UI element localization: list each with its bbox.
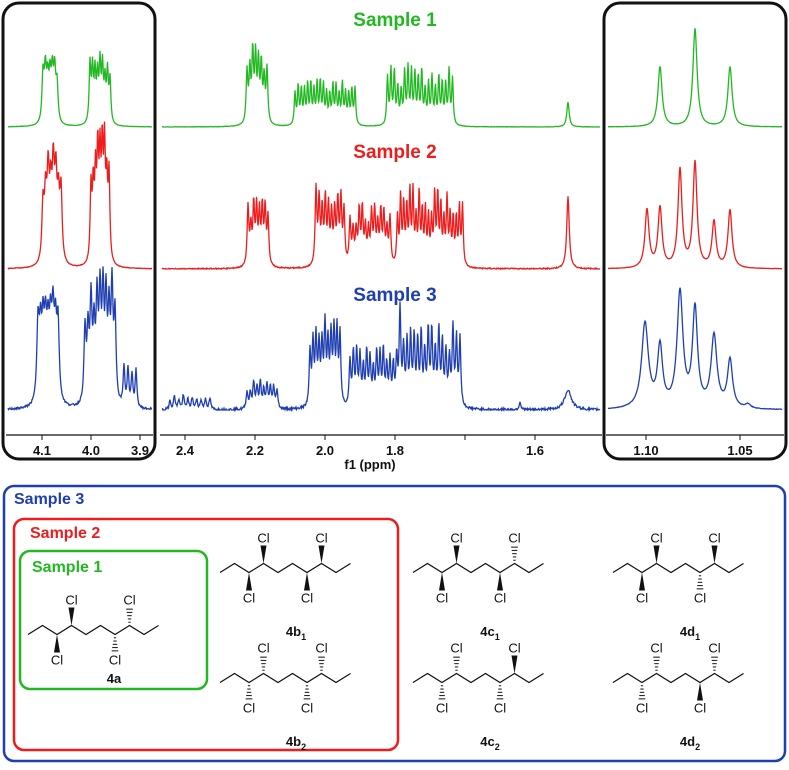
compound-label-4d1: 4d1: [680, 624, 700, 642]
spectrum-traces: [7, 28, 783, 413]
chlorine-label: Cl: [436, 591, 448, 606]
chlorine-label: Cl: [51, 653, 63, 668]
compound-label-4c2: 4c2: [480, 734, 499, 752]
sample-3-group-box: [2, 484, 787, 763]
compound-label-4a: 4a: [107, 671, 122, 686]
chlorine-label: Cl: [123, 593, 135, 608]
spectrum-trace-sample-2: [608, 159, 783, 270]
compound-label-4b2: 4b2: [286, 734, 306, 752]
chlorine-label: Cl: [257, 531, 269, 546]
carbon-skeleton: [612, 562, 744, 574]
chlorine-label: Cl: [494, 701, 506, 716]
carbon-skeleton: [412, 562, 544, 574]
axis-label: f1 (ppm): [344, 457, 395, 472]
chlorine-label: Cl: [436, 701, 448, 716]
sample-3-group-label: Sample 3: [14, 491, 84, 508]
wedge-bond: [68, 607, 75, 626]
sample-1-group-box: [18, 549, 209, 691]
spectrum-title-sample-2: Sample 2: [353, 142, 436, 163]
chlorine-label: Cl: [315, 641, 327, 656]
spectrum-trace-sample-2: [7, 121, 153, 270]
chlorine-label: Cl: [243, 701, 255, 716]
spectrum-trace-sample-1: [161, 43, 600, 128]
left-zoom-frame: [1, 1, 157, 461]
wedge-bond: [304, 572, 310, 591]
chlorine-label: Cl: [301, 591, 313, 606]
wedge-bond: [697, 682, 703, 701]
wedge-bond: [439, 572, 445, 591]
tick-label: 1.6: [526, 443, 544, 458]
carbon-skeleton: [219, 562, 351, 574]
chlorine-label: Cl: [450, 531, 462, 546]
wedge-bond: [260, 545, 267, 564]
tick-label: 3.9: [131, 443, 149, 458]
chlorine-label: Cl: [636, 701, 648, 716]
wedge-bond: [54, 634, 60, 653]
carbon-skeleton: [219, 672, 351, 684]
carbon-skeleton: [412, 672, 544, 684]
spectrum-title-sample-3: Sample 3: [353, 285, 436, 306]
molecule-structures: Cl Cl Cl Cl Cl Cl Cl Cl Cl Cl Cl Cl Cl Cl Cl Cl Cl Cl Cl Cl…: [27, 531, 744, 716]
right-tick-marks: [645, 435, 741, 440]
compound-label-4c1: 4c1: [480, 624, 499, 642]
chlorine-label: Cl: [257, 641, 269, 656]
spectrum-trace-sample-3: [161, 301, 601, 413]
middle-tick-marks: [184, 435, 536, 440]
chlorine-label: Cl: [508, 531, 520, 546]
spectra-panel: 4.1 4.0 3.9 2.4 2.2 2.0 1.8 1.6 1.10 1.0…: [1, 1, 788, 472]
spectrum-trace-sample-3: [7, 266, 153, 411]
chlorine-label: Cl: [694, 701, 706, 716]
spectrum-trace-sample-3: [607, 287, 783, 411]
tick-label: 2.2: [246, 443, 264, 458]
sample-2-group-box: [12, 517, 400, 752]
chlorine-label: Cl: [650, 531, 662, 546]
spectrum-trace-sample-1: [607, 28, 783, 128]
wedge-bond: [653, 545, 660, 564]
tick-label: 1.10: [633, 443, 658, 458]
wedge-bond: [511, 655, 518, 674]
spectrum-trace-sample-2: [161, 182, 601, 271]
tick-label: 1.8: [386, 443, 404, 458]
wedge-bond: [453, 545, 460, 564]
chlorine-label: Cl: [450, 641, 462, 656]
tick-label: 2.0: [316, 443, 334, 458]
wedge-bond: [639, 572, 645, 591]
wedge-bond: [246, 572, 252, 591]
chlorine-label: Cl: [301, 701, 313, 716]
sample-2-group-label: Sample 2: [30, 525, 100, 542]
chlorine-label: Cl: [243, 591, 255, 606]
chlorine-label: Cl: [636, 591, 648, 606]
wedge-bond: [497, 572, 503, 591]
carbon-skeleton: [27, 624, 159, 636]
sample-1-group-label: Sample 1: [32, 559, 102, 576]
tick-label: 4.1: [33, 443, 51, 458]
chlorine-label: Cl: [315, 531, 327, 546]
right-zoom-frame: [602, 1, 788, 461]
chlorine-label: Cl: [109, 653, 121, 668]
tick-label: 4.0: [82, 443, 100, 458]
spectrum-title-sample-1: Sample 1: [353, 10, 437, 31]
spectrum-trace-sample-1: [7, 50, 153, 128]
carbon-skeleton: [612, 672, 744, 684]
wedge-bond: [711, 545, 718, 564]
chlorine-label: Cl: [708, 531, 720, 546]
tick-label: 1.05: [727, 443, 752, 458]
left-tick-marks: [41, 435, 141, 440]
wedge-bond: [318, 545, 325, 564]
chlorine-label: Cl: [508, 641, 520, 656]
compound-label-4b1: 4b1: [286, 624, 306, 642]
chlorine-label: Cl: [708, 641, 720, 656]
chlorine-label: Cl: [650, 641, 662, 656]
tick-label: 2.4: [176, 443, 195, 458]
compound-label-4d2: 4d2: [680, 734, 700, 752]
chlorine-label: Cl: [694, 591, 706, 606]
chlorine-label: Cl: [65, 593, 77, 608]
chlorine-label: Cl: [494, 591, 506, 606]
